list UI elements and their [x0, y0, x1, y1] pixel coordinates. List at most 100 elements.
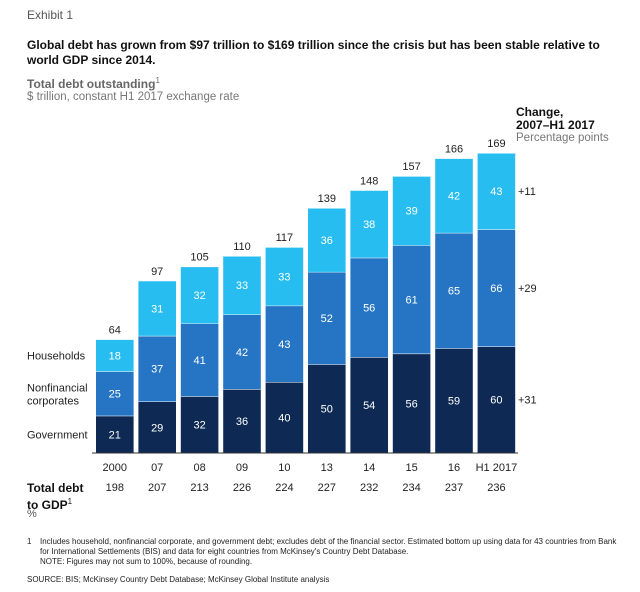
bar-segment: [435, 232, 473, 349]
series-label: Households: [27, 350, 86, 362]
bar-segment: [308, 208, 346, 272]
bar-segment: [350, 257, 388, 358]
bar-value-label: 40: [278, 412, 290, 424]
bar-value-label: 42: [236, 347, 248, 359]
bar-segment: [308, 364, 346, 453]
bar-segment: [96, 371, 134, 416]
footnote-text: Includes household, nonfinancial corpora…: [40, 537, 617, 556]
series-label: Government: [27, 429, 88, 441]
bar-segment: [180, 396, 219, 453]
bar-value-label: 43: [490, 186, 502, 198]
bar-segment: [435, 348, 473, 453]
bar-value-label: 38: [363, 219, 375, 231]
measure-footnote-ref: 1: [155, 76, 160, 85]
bar-segment: [392, 245, 431, 354]
bar-value-label: 39: [405, 206, 417, 218]
debt-to-gdp-label-line-1: Total debt: [27, 481, 84, 495]
debt-to-gdp-value: 198: [106, 482, 124, 494]
bar-value-label: 32: [193, 290, 205, 302]
bar-value-label: 41: [193, 355, 205, 367]
bar-segment: [223, 314, 261, 390]
debt-to-gdp-value: 224: [275, 482, 293, 494]
bar-total-label: 64: [109, 324, 121, 336]
bar-segment: [223, 255, 261, 315]
bar-value-label: 65: [448, 286, 460, 298]
x-tick-label: 09: [236, 462, 248, 474]
bar-value-label: 36: [321, 235, 333, 247]
bar-value-label: 60: [490, 395, 502, 407]
x-tick-label: 07: [151, 462, 163, 474]
bar-segment: [265, 305, 304, 382]
change-column-unit: Percentage points: [516, 132, 609, 144]
bar-value-label: 32: [193, 420, 205, 432]
debt-to-gdp-value: 236: [487, 482, 505, 494]
chart-headline: Global debt has grown from $97 trillion …: [27, 38, 600, 67]
bar-total-label: 166: [445, 143, 463, 155]
bar-segment: [96, 415, 134, 453]
bar-total-label: 139: [318, 193, 336, 205]
debt-to-gdp-value: 232: [360, 482, 378, 494]
bar-value-label: 66: [490, 283, 502, 295]
x-tick-label: 13: [321, 462, 333, 474]
debt-to-gdp-value: 227: [318, 482, 336, 494]
bar-value-label: 54: [363, 400, 375, 412]
debt-to-gdp-value: 207: [148, 482, 166, 494]
bar-total-label: 148: [360, 175, 378, 187]
source-text: SOURCE: BIS; McKinsey Country Debt Datab…: [27, 575, 330, 584]
bar-segment: [180, 323, 219, 397]
bar-total-label: 117: [276, 232, 294, 244]
series-label-line-2: corporates: [27, 396, 79, 408]
bar-value-label: 18: [109, 350, 121, 362]
debt-to-gdp-unit: %: [27, 508, 37, 520]
bar-total-label: 105: [190, 252, 208, 264]
bar-segment: [138, 335, 176, 402]
x-tick-label: 15: [405, 462, 417, 474]
bar-value-label: 33: [278, 271, 290, 283]
bar-value-label: 50: [321, 404, 333, 416]
debt-to-gdp-label-text: to GDP: [27, 498, 68, 512]
bar-value-label: 56: [405, 398, 417, 410]
x-tick-label: 2000: [103, 462, 127, 474]
change-title-line-1: Change,: [516, 105, 564, 119]
bar-value-label: 31: [151, 303, 163, 315]
change-value: +11: [518, 186, 536, 198]
series-label-line-1: Nonfinancial: [27, 383, 88, 395]
x-tick-label: 14: [363, 462, 375, 474]
bar-value-label: 61: [405, 294, 417, 306]
note-text: NOTE: Figures may not sum to 100%, becau…: [40, 557, 253, 566]
change-column-title: Change, 2007–H1 2017: [516, 106, 595, 132]
bar-value-label: 25: [109, 389, 121, 401]
x-tick-label: 08: [193, 462, 205, 474]
bar-value-label: 21: [109, 429, 121, 441]
debt-to-gdp-value: 226: [233, 482, 251, 494]
change-value: +31: [518, 395, 537, 407]
bar-segment: [308, 271, 346, 365]
bar-value-label: 42: [448, 191, 460, 203]
bar-segment: [350, 357, 388, 453]
bar-total-label: 157: [402, 161, 420, 173]
bar-total-label: 97: [151, 266, 163, 278]
bar-value-label: 33: [236, 280, 248, 292]
bar-segment: [435, 158, 473, 233]
change-title-line-2: 2007–H1 2017: [516, 118, 595, 132]
debt-to-gdp-value: 234: [402, 482, 420, 494]
debt-to-gdp-value: 237: [445, 482, 463, 494]
footnote-number: 1: [27, 537, 32, 546]
bar-value-label: 52: [321, 313, 333, 325]
bar-segment: [477, 152, 516, 230]
bar-segment: [265, 381, 304, 453]
bar-segment: [392, 353, 431, 453]
x-tick-label: H1 2017: [476, 462, 518, 474]
bar-value-label: 37: [151, 364, 163, 376]
bar-value-label: 29: [151, 422, 163, 434]
bar-segment: [138, 401, 176, 453]
debt-to-gdp-label-line-2: to GDP1: [27, 495, 83, 512]
bar-total-label: 110: [233, 241, 251, 253]
bar-segment: [477, 346, 516, 453]
bar-segment: [138, 280, 176, 336]
debt-to-gdp-value: 213: [190, 482, 208, 494]
bar-segment: [223, 389, 261, 453]
bar-segment: [392, 176, 431, 246]
bar-value-label: 59: [448, 396, 460, 408]
